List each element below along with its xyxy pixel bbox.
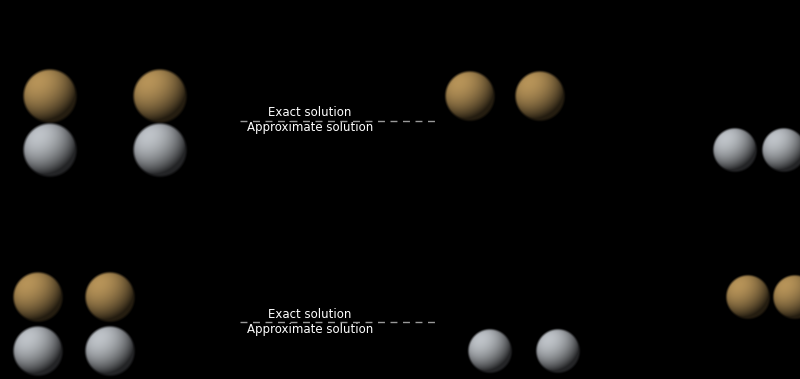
Text: Exact solution: Exact solution <box>268 307 352 321</box>
Text: Approximate solution: Approximate solution <box>247 323 373 335</box>
Text: Exact solution: Exact solution <box>268 106 352 119</box>
Text: Approximate solution: Approximate solution <box>247 122 373 135</box>
Text: Time: Time <box>768 183 797 196</box>
